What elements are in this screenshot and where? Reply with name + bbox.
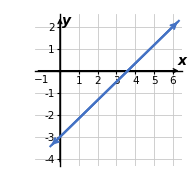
Text: −1: −1 xyxy=(33,75,49,85)
Text: x: x xyxy=(178,54,187,68)
Text: y: y xyxy=(62,14,71,28)
